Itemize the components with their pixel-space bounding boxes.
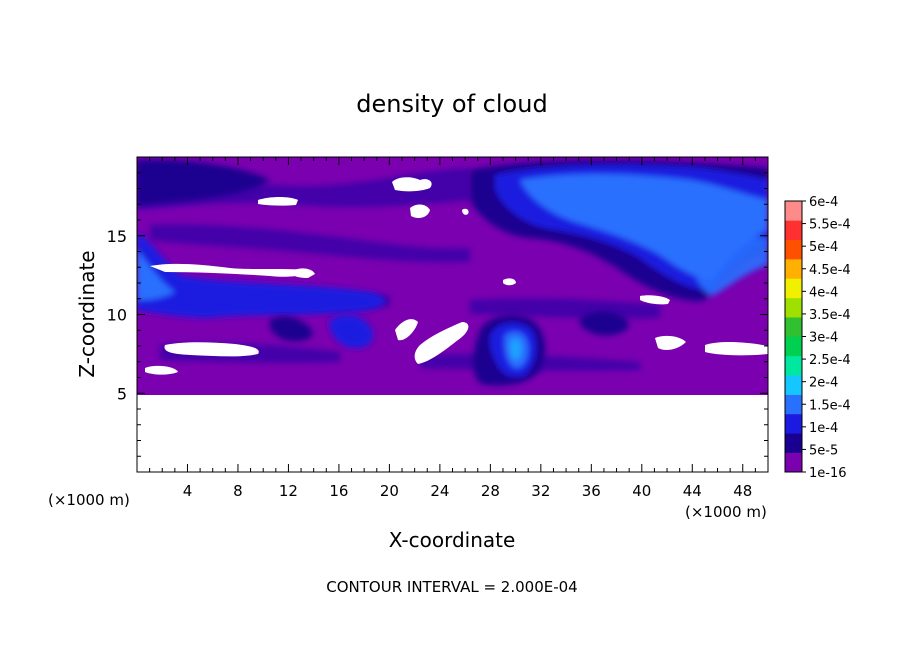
colorbar-swatch [785,220,802,241]
colorbar-swatch [785,317,802,337]
x-axis-ticks: 4 8 12 16 20 24 28 32 36 40 44 48 [149,157,756,500]
colorbar-swatch [785,297,802,318]
y-tick-label: 5 [117,384,127,403]
colorbar-swatch [785,355,802,376]
colorbar-swatch [785,413,802,434]
x-tick-label: 40 [632,482,651,500]
x-axis-label: X-coordinate [389,528,516,552]
colorbar-swatch [785,336,802,357]
x-tick-label: 36 [582,482,601,500]
colorbar-label: 2e-4 [809,376,838,391]
x-tick-label: 24 [430,482,449,500]
contour-interval-note: CONTOUR INTERVAL = 2.000E-04 [326,578,577,596]
colorbar-swatch [785,375,802,395]
colorbar-label: 4.5e-4 [809,263,851,278]
x-tick-label: 32 [531,482,550,500]
y-axis-label: Z-coordinate [75,250,99,377]
colorbar-swatch [785,259,802,279]
x-tick-label: 44 [683,482,702,500]
cloud-plume [473,315,546,386]
x-tick-label: 12 [279,482,298,500]
plot-area [137,157,768,472]
x-unit-label-left: (×1000 m) [48,491,130,509]
cloud-small [269,311,629,349]
cloud-right [470,160,768,302]
colorbar-label: 5.5e-4 [809,218,851,233]
colorbar-label: 5e-4 [809,240,838,255]
colorbar-label: 1.5e-4 [809,398,851,413]
colorbar-swatch [785,201,802,221]
x-tick-label: 28 [481,482,500,500]
colorbar-label: 1e-4 [809,421,838,436]
colorbar-label: 2.5e-4 [809,353,851,368]
no-data-region [137,395,768,472]
colorbar-label: 4e-4 [809,285,838,300]
colorbar: 1e-16 5e-5 1e-4 1.5e-4 2e-4 2.5e-4 3e-4 3.5e-4 4… [784,195,851,481]
colorbar-swatch [785,394,802,415]
cloud-left [137,159,386,318]
x-tick-label: 20 [380,482,399,500]
colorbar-swatch [785,433,802,453]
colorbar-swatch [785,452,802,473]
colorbar-swatch [785,278,802,299]
x-tick-label: 8 [233,482,243,500]
y-tick-label: 10 [107,306,127,325]
colorbar-label: 3e-4 [809,331,838,346]
colorbar-label: 1e-16 [809,466,847,481]
colorbar-label: 6e-4 [809,195,838,210]
chart-title: density of cloud [356,90,547,118]
colorbar-label: 5e-5 [809,443,838,458]
x-tick-label: 48 [733,482,752,500]
cloud-gaps [145,177,768,375]
x-unit-label-right: (×1000 m) [685,503,767,521]
x-tick-label: 4 [183,482,193,500]
y-tick-label: 15 [107,227,127,246]
x-tick-label: 16 [329,482,348,500]
colorbar-label: 3.5e-4 [809,308,851,323]
y-axis-ticks: 5 10 15 [107,172,768,457]
colorbar-swatch [785,239,802,260]
